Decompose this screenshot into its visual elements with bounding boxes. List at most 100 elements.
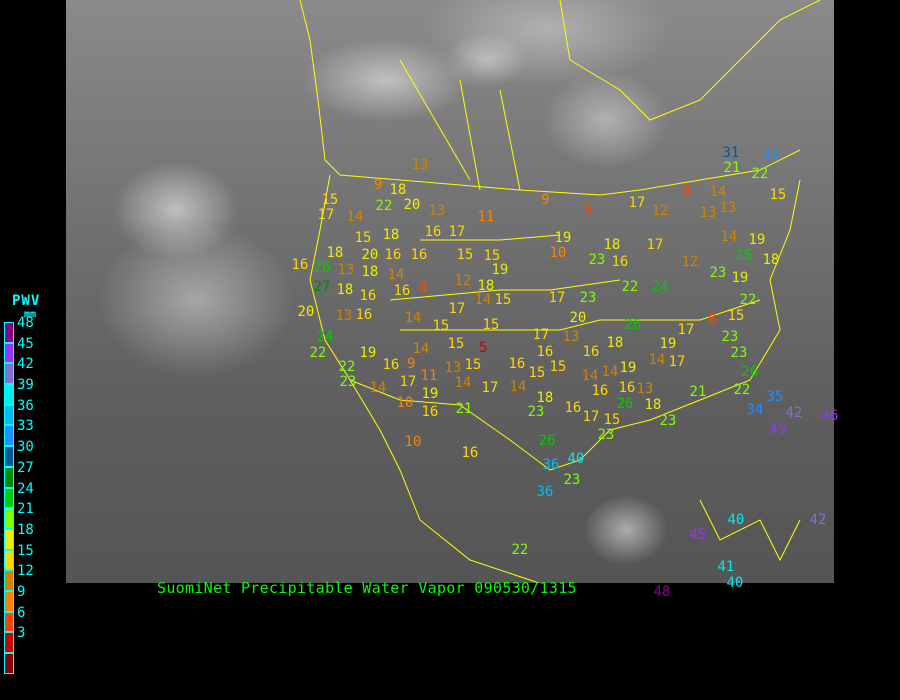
station-value: 26 — [313, 260, 331, 276]
station-value: 22 — [309, 345, 327, 361]
border-line — [499, 89, 521, 191]
station-value: 13 — [411, 157, 429, 173]
legend-bin: 12 — [4, 564, 60, 591]
legend-bin — [4, 653, 60, 674]
station-value: 15 — [464, 357, 482, 373]
border-line — [299, 0, 341, 176]
legend-label: 45 — [17, 335, 34, 352]
border-line — [400, 299, 761, 331]
station-value: 6 — [584, 202, 593, 218]
legend-label: 6 — [17, 604, 26, 621]
legend-label: 39 — [17, 377, 34, 394]
station-value: 25 — [735, 248, 753, 264]
border-line — [699, 499, 801, 562]
station-value: 10 — [404, 434, 422, 450]
legend-bin: 3 — [4, 626, 60, 653]
station-value: 17 — [399, 374, 417, 390]
station-value: 12 — [651, 203, 669, 219]
border-line — [559, 0, 821, 121]
legend-bin: 21 — [4, 502, 60, 529]
station-value: 16 — [291, 257, 309, 273]
station-value: 20 — [403, 197, 421, 213]
legend-bin: 6 — [4, 605, 60, 633]
legend-unit: mm — [24, 309, 37, 320]
legend-swatch — [4, 653, 14, 674]
legend-swatch — [4, 528, 14, 550]
station-value: 13 — [337, 262, 355, 278]
station-value: 16 — [508, 356, 526, 372]
station-value: 13 — [636, 381, 654, 397]
station-value: 8 — [682, 183, 691, 199]
station-value: 16 — [421, 404, 439, 420]
station-value: 17 — [532, 327, 550, 343]
station-value: 18 — [644, 397, 662, 413]
station-value: 22 — [739, 292, 757, 308]
map-caption: SuomiNet Precipitable Water Vapor 090530… — [157, 579, 577, 597]
station-value: 23 — [730, 345, 748, 361]
station-value: 15 — [447, 336, 465, 352]
station-value: 16 — [355, 307, 373, 323]
station-value: 26 — [741, 364, 759, 380]
legend-bin: 39 — [4, 378, 60, 405]
station-value: 14 — [387, 267, 405, 283]
political-borders — [299, 0, 821, 583]
station-value: 20 — [297, 304, 315, 320]
station-value: 14 — [346, 209, 364, 225]
legend-swatch — [4, 590, 14, 612]
station-value: 36 — [542, 457, 560, 473]
legend-bin: 15 — [4, 543, 60, 571]
station-value: 19 — [731, 270, 749, 286]
legend-swatch — [4, 508, 14, 529]
station-value: 16 — [384, 247, 402, 263]
station-value: 13 — [699, 205, 717, 221]
station-value: 22 — [621, 279, 639, 295]
station-value: 22 — [751, 166, 769, 182]
legend-swatch — [4, 466, 14, 488]
station-value: 23 — [527, 404, 545, 420]
station-value: 42 — [785, 405, 803, 421]
station-value: 23 — [597, 427, 615, 443]
legend-bin: 42 — [4, 357, 60, 385]
station-value: 18 — [762, 252, 780, 268]
legend-bin: 9 — [4, 584, 60, 612]
station-value: 18 — [326, 245, 344, 261]
station-value: 23 — [579, 290, 597, 306]
station-value: 26 — [616, 396, 634, 412]
pwv-legend: PWV mm 48 45 42 39 36 33 30 27 24 21 18 15 12 9 6 3 — [4, 294, 60, 674]
legend-swatch — [4, 549, 14, 571]
station-value: 16 — [382, 357, 400, 373]
legend-bin: 48 — [4, 316, 60, 343]
legend-label: 30 — [17, 439, 34, 456]
station-value: 16 — [424, 224, 442, 240]
station-value: 22 — [511, 542, 529, 558]
station-value: 16 — [359, 288, 377, 304]
station-value: 16 — [618, 380, 636, 396]
legend-swatch — [4, 611, 14, 633]
station-value: 8 — [419, 280, 428, 296]
legend-label: 15 — [17, 542, 34, 559]
station-value: 11 — [420, 368, 438, 384]
station-value: 23 — [339, 374, 357, 390]
legend-swatch — [4, 487, 14, 509]
station-value: 36 — [536, 484, 554, 500]
station-value: 18 — [536, 390, 554, 406]
station-value: 17 — [628, 195, 646, 211]
station-value: 16 — [591, 383, 609, 399]
station-value: 19 — [619, 360, 637, 376]
station-value: 14 — [581, 368, 599, 384]
legend-label: 9 — [17, 583, 26, 600]
station-value: 17 — [677, 322, 695, 338]
station-value: 22 — [733, 382, 751, 398]
station-value: 12 — [454, 273, 472, 289]
station-value: 45 — [769, 422, 787, 438]
border-line — [389, 279, 621, 301]
station-value: 15 — [482, 317, 500, 333]
station-value: 17 — [481, 380, 499, 396]
station-value: 45 — [689, 527, 707, 543]
station-value: 14 — [474, 292, 492, 308]
station-value: 17 — [668, 354, 686, 370]
station-value: 13 — [444, 360, 462, 376]
station-value: 41 — [717, 559, 735, 575]
legend-label: 42 — [17, 356, 34, 373]
legend-swatch — [4, 384, 14, 405]
